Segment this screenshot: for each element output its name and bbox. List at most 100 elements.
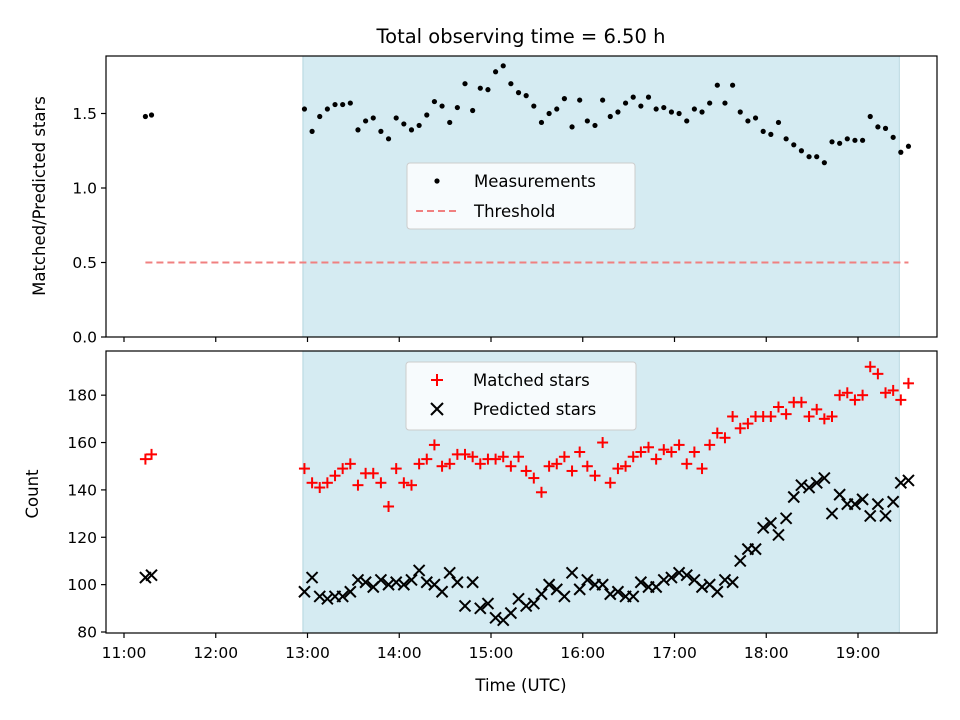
matched-stars-point xyxy=(413,458,425,470)
measurements-point xyxy=(905,143,912,149)
predicted-stars-point xyxy=(795,478,808,492)
matched-stars-point xyxy=(902,377,914,389)
legend-predicted-label: Predicted stars xyxy=(473,400,596,419)
matched-stars-point xyxy=(849,394,861,406)
measurements-point xyxy=(569,124,575,130)
measurements-point xyxy=(852,137,858,143)
matched-stars-point xyxy=(834,389,846,401)
predicted-stars-point xyxy=(734,554,747,568)
measurements-point xyxy=(408,127,415,133)
predicted-stars-point xyxy=(412,564,426,577)
measurements-point xyxy=(370,115,376,121)
y-tick-label: 1.0 xyxy=(72,180,97,198)
chart-title: Total observing time = 6.50 h xyxy=(376,25,666,48)
predicted-stars-point xyxy=(397,578,411,591)
predicted-stars-point xyxy=(726,576,739,589)
measurements-point xyxy=(393,115,399,121)
predicted-stars-point xyxy=(718,573,732,587)
matched-stars-point xyxy=(650,453,662,465)
measurements-point xyxy=(416,122,422,129)
x-tick-label: 14:00 xyxy=(377,644,422,662)
measurements-point xyxy=(332,101,338,108)
predicted-stars-point xyxy=(382,578,395,591)
predicted-stars-point xyxy=(405,573,418,587)
measurements-point xyxy=(500,63,506,69)
matched-stars-point xyxy=(864,361,876,373)
predicted-stars-point xyxy=(458,599,472,613)
measurements-point xyxy=(867,113,873,120)
measurements-point xyxy=(324,106,330,112)
matched-stars-point xyxy=(704,439,716,451)
measurements-point xyxy=(676,110,682,117)
measurements-point xyxy=(538,119,545,126)
matched-stars-point xyxy=(375,477,387,489)
predicted-stars-point xyxy=(504,606,518,620)
y-tick-label: 0.5 xyxy=(72,254,97,272)
x-tick-label: 18:00 xyxy=(744,644,789,662)
predicted-stars-point xyxy=(818,471,831,485)
measurements-point xyxy=(752,115,759,121)
measurements-point xyxy=(148,112,155,118)
predicted-stars-point xyxy=(558,590,571,603)
predicted-stars-point xyxy=(864,509,877,523)
measurements-point xyxy=(470,107,476,114)
matched-stars-point xyxy=(620,460,632,472)
matched-stars-point xyxy=(612,463,624,475)
measurements-point xyxy=(814,154,820,160)
measurements-point xyxy=(142,113,149,120)
matched-stars-point xyxy=(398,477,410,489)
predicted-stars-point xyxy=(443,566,456,579)
legend-matched-label: Matched stars xyxy=(473,371,590,390)
measurements-point xyxy=(492,69,499,75)
matched-stars-point xyxy=(490,453,502,465)
matched-stars-point xyxy=(352,479,364,491)
measurements-point xyxy=(714,82,720,88)
matched-stars-point xyxy=(627,451,639,463)
measurements-point xyxy=(523,93,529,99)
measurements-point xyxy=(898,149,904,155)
measurements-point xyxy=(554,106,560,112)
matched-stars-point xyxy=(765,410,777,422)
predicted-stars-point xyxy=(573,583,586,596)
matched-stars-point xyxy=(643,441,655,453)
measurements-point xyxy=(882,125,889,131)
measurements-point xyxy=(707,100,713,106)
measurements-point xyxy=(600,97,606,103)
measurements-point xyxy=(477,85,483,91)
predicted-stars-point xyxy=(535,587,548,601)
matched-stars-point xyxy=(520,465,532,477)
measurements-point xyxy=(844,136,850,142)
matched-stars-point xyxy=(390,463,402,475)
predicted-stars-point xyxy=(810,476,823,490)
predicted-stars-point xyxy=(695,580,709,594)
matched-stars-point xyxy=(467,451,479,463)
legend-predicted-marker xyxy=(430,402,444,416)
measurements-point xyxy=(462,81,468,87)
matched-stars-point xyxy=(818,413,830,425)
measurements-point xyxy=(645,94,652,100)
count-axes-frame xyxy=(105,350,938,634)
count-y-axis-label: Count xyxy=(23,469,42,519)
measurements-point xyxy=(424,112,430,118)
predicted-stars-point xyxy=(627,590,640,603)
measurements-point xyxy=(431,98,438,105)
measurements-point xyxy=(363,118,369,124)
matched-stars-point xyxy=(658,444,670,456)
measurements-point xyxy=(546,110,552,117)
predicted-stars-point xyxy=(871,497,885,511)
measurements-point xyxy=(622,100,629,106)
matched-stars-point xyxy=(321,477,333,489)
y-tick-label: 0.0 xyxy=(72,329,97,347)
predicted-stars-point xyxy=(435,585,449,598)
measurements-point xyxy=(806,154,812,160)
predicted-stars-point xyxy=(527,597,541,610)
matched-stars-point xyxy=(597,437,609,449)
predicted-stars-point xyxy=(894,476,908,490)
matched-stars-point xyxy=(329,470,341,482)
matched-stars-point xyxy=(589,470,601,482)
matched-stars-point xyxy=(405,479,417,491)
star-counts-panel: Time (UTC) Count 80 100 120 140 160 180 11:00 1… xyxy=(23,350,938,695)
measurements-point xyxy=(859,137,866,143)
matched-stars-point xyxy=(665,446,677,458)
